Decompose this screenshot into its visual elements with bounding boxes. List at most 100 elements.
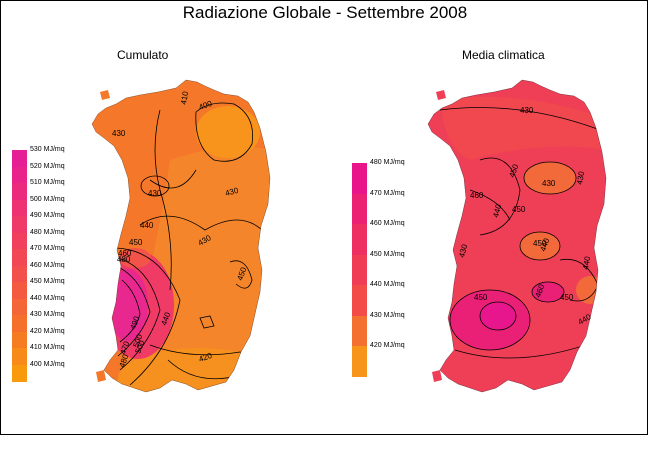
left-contour xyxy=(140,175,170,197)
contour-label: 440 xyxy=(581,255,592,270)
legend-swatch xyxy=(352,285,367,316)
right-contour xyxy=(531,281,565,303)
contour-label: 430 xyxy=(457,243,469,259)
legend-label: 470 MJ/mq xyxy=(370,189,405,197)
right-map-title: Media climatica xyxy=(462,48,545,62)
legend-label: 470 MJ/mq xyxy=(30,245,65,252)
left-islet xyxy=(100,90,110,100)
contour-label: 450 xyxy=(474,293,488,302)
right-contour xyxy=(469,189,511,221)
legend-swatch xyxy=(12,315,27,332)
right-contour xyxy=(523,161,577,195)
contour-label: 430 xyxy=(520,106,534,115)
contour-label: 450 xyxy=(235,266,248,282)
legend-label: 490 MJ/mq xyxy=(30,212,65,219)
legend-label: 430 MJ/mq xyxy=(30,311,65,318)
left-islet xyxy=(96,370,106,382)
right-contour xyxy=(479,157,521,236)
left-contour xyxy=(115,247,181,386)
right-contour xyxy=(479,301,517,331)
legend-label: 450 MJ/mq xyxy=(370,250,405,258)
left-contour xyxy=(199,315,215,329)
legend-label: 520 MJ/mq xyxy=(30,162,65,170)
legend-swatch xyxy=(12,298,27,316)
left-region-north xyxy=(196,106,260,158)
legend-label: 450 MJ/mq xyxy=(30,278,65,285)
legend-label: 510 MJ/mq xyxy=(30,179,65,186)
contour-label: 500 xyxy=(131,333,144,349)
legend-label: 400 MJ/mq xyxy=(30,360,65,368)
legend-swatch xyxy=(12,364,27,382)
legend-label: 430 MJ/mq xyxy=(370,311,405,319)
contour-label: 500 xyxy=(133,339,146,355)
contour-label: 450 xyxy=(129,238,143,247)
left-region-west-mid xyxy=(119,248,151,268)
contour-label: 400 xyxy=(198,99,214,112)
legend-swatch xyxy=(352,193,367,225)
contour-label: 430 xyxy=(224,186,240,198)
contour-label: 450 xyxy=(560,293,574,302)
right-map: 4304504304404404504304304404604604404504… xyxy=(427,79,607,393)
contour-label: 450 xyxy=(533,239,547,248)
contour-label: 440 xyxy=(491,203,503,219)
legend-swatch xyxy=(352,254,367,286)
right-islet xyxy=(436,90,446,100)
legend-label: 500 MJ/mq xyxy=(30,195,65,203)
contour-label: 440 xyxy=(140,221,154,230)
contour-label: 430 xyxy=(542,179,556,188)
left-contour xyxy=(117,267,151,357)
legend-swatch xyxy=(12,199,27,217)
contour-label: 420 xyxy=(198,351,214,364)
contour-label: 480 xyxy=(117,353,130,369)
legend-swatch xyxy=(12,265,27,283)
contour-label: 480 xyxy=(117,255,131,264)
left-contour xyxy=(117,257,161,371)
right-region-north xyxy=(440,96,606,160)
legend-swatch xyxy=(12,331,27,349)
legend-label: 480 MJ/mq xyxy=(30,228,65,236)
right-region-low-ne xyxy=(524,162,576,194)
left-contour xyxy=(229,260,253,289)
legend-label: 410 MJ/mq xyxy=(30,344,65,351)
left-contour xyxy=(149,169,197,189)
legend-swatch xyxy=(12,183,27,200)
legend-label: 460 MJ/mq xyxy=(30,261,65,269)
right-region-high-center xyxy=(532,282,564,302)
legend-swatch xyxy=(12,166,27,184)
legend-swatch xyxy=(12,216,27,233)
legend-swatch xyxy=(12,348,27,365)
left-contour xyxy=(119,279,141,343)
legend-swatch xyxy=(352,163,367,194)
contour-label: 430 xyxy=(112,129,126,138)
contour-label: 440 xyxy=(538,237,551,253)
contour-label: 450 xyxy=(512,205,526,214)
contour-label: 460 xyxy=(533,283,546,299)
legend-label: 420 MJ/mq xyxy=(30,327,65,335)
contour-label: 490 xyxy=(128,315,141,331)
right-contour xyxy=(449,289,531,351)
left-contour xyxy=(139,215,263,231)
contour-label: 430 xyxy=(148,189,162,198)
right-region-low-center xyxy=(520,232,560,260)
page-title: Radiazione Globale - Settembre 2008 xyxy=(182,3,468,22)
legend-swatch xyxy=(352,315,367,347)
contour-label: 440 xyxy=(159,311,172,327)
contour-label: 430 xyxy=(575,170,586,185)
contour-label: 460 xyxy=(118,249,132,258)
right-contour xyxy=(519,231,561,261)
legend-label: 440 MJ/mq xyxy=(370,281,405,288)
contour-label: 450 xyxy=(507,163,520,179)
right-contour xyxy=(439,107,601,131)
left-contour xyxy=(195,102,253,162)
contour-label: 460 xyxy=(470,191,484,200)
legend-swatch xyxy=(12,249,27,266)
legend-label: 440 MJ/mq xyxy=(30,294,65,302)
left-contour xyxy=(154,109,172,291)
legend-label: 480 MJ/mq xyxy=(370,159,405,166)
right-islet xyxy=(432,370,442,382)
legend-label: 530 MJ/mq xyxy=(30,146,65,153)
contour-label: 470 xyxy=(118,340,131,356)
legend-swatch xyxy=(12,150,27,167)
legend-swatch xyxy=(352,224,367,255)
